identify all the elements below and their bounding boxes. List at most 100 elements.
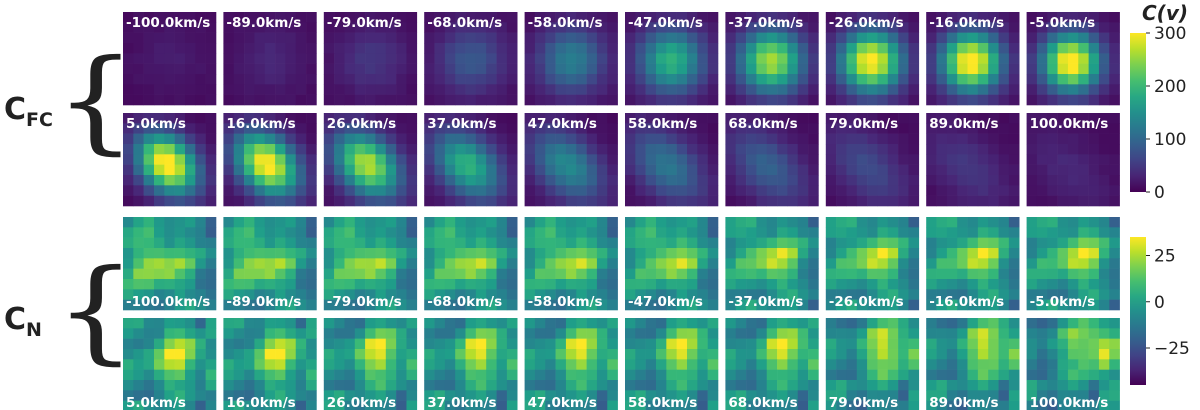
- heatmap-cell: [856, 175, 868, 186]
- heatmap-cell: [887, 84, 899, 95]
- heatmap-cell: [645, 279, 657, 290]
- heatmap-cell: [295, 12, 307, 23]
- heatmap-cell: [123, 349, 134, 360]
- heatmap-cell: [856, 217, 868, 228]
- heatmap-cell: [756, 144, 768, 155]
- heatmap-cell: [887, 369, 899, 381]
- heatmap-cell: [1078, 53, 1089, 64]
- heatmap-cell: [275, 359, 286, 370]
- heatmap-cell: [306, 74, 317, 85]
- heatmap-cell: [455, 318, 466, 329]
- heatmap-cell: [385, 279, 397, 290]
- heatmap-cell: [1109, 279, 1120, 290]
- heatmap-cell: [143, 328, 155, 339]
- heatmap-cell: [465, 185, 477, 196]
- heatmap-cell: [365, 164, 376, 176]
- heatmap-cell: [323, 318, 335, 329]
- heatmap-cell: [455, 144, 466, 155]
- heatmap-cell: [766, 359, 778, 370]
- heatmap-cell: [607, 400, 618, 410]
- heatmap-cell: [123, 74, 134, 85]
- heatmap-cell: [977, 328, 989, 339]
- heatmap-cell: [434, 279, 446, 290]
- heatmap-cell: [856, 279, 868, 290]
- heatmap-cell: [444, 94, 456, 106]
- heatmap-cell: [707, 63, 719, 75]
- heatmap-cell: [475, 94, 487, 106]
- heatmap-cell: [666, 349, 677, 360]
- heatmap-cell: [967, 248, 979, 259]
- heatmap-cell: [486, 268, 497, 280]
- heatmap-cell: [154, 279, 165, 290]
- heatmap-cell: [787, 22, 799, 33]
- heatmap-cell: [946, 43, 958, 54]
- heatmap-cell: [385, 369, 397, 381]
- heatmap-cell: [275, 289, 286, 300]
- heatmap-cell: [185, 338, 196, 350]
- heatmap-cell: [687, 84, 698, 95]
- heatmap-cell: [697, 74, 708, 85]
- heatmap-cell: [867, 268, 878, 280]
- heatmap-cell: [233, 338, 245, 350]
- heatmap-cell: [797, 338, 809, 350]
- heatmap-cell: [946, 133, 958, 145]
- heatmap-cell: [756, 237, 768, 249]
- heatmap-cell: [957, 268, 968, 280]
- heatmap-cell: [295, 63, 307, 75]
- heatmap-cell: [908, 380, 920, 391]
- heatmap-cell: [133, 380, 144, 391]
- heatmap-cell: [936, 74, 948, 85]
- heatmap-cell: [1026, 390, 1038, 401]
- heatmap-cell: [264, 113, 276, 124]
- heatmap-cell: [1008, 123, 1020, 134]
- heatmap-cell: [534, 74, 546, 85]
- heatmap-cell: [766, 237, 778, 249]
- heatmap-cell: [697, 258, 708, 269]
- heatmap-cell: [898, 299, 909, 311]
- heatmap-cell: [344, 289, 356, 300]
- heatmap-cell: [365, 74, 376, 85]
- heatmap-cell: [164, 32, 175, 44]
- heatmap-cell: [596, 380, 608, 391]
- heatmap-cell: [205, 258, 217, 269]
- heatmap-cell: [957, 369, 968, 381]
- heatmap-cell: [856, 123, 868, 134]
- heatmap-cell: [707, 74, 719, 85]
- heatmap-cell: [434, 43, 446, 54]
- heatmap-cell: [275, 53, 286, 64]
- heatmap-cell: [687, 400, 698, 410]
- heatmap-cell: [666, 185, 677, 196]
- heatmap-cell: [524, 74, 536, 85]
- heatmap-cell: [1067, 94, 1079, 106]
- heatmap-cell: [174, 400, 186, 410]
- heatmap-cell: [475, 53, 487, 64]
- heatmap-cell: [334, 359, 345, 370]
- heatmap-cell: [586, 268, 598, 280]
- heatmap-cell: [174, 289, 186, 300]
- heatmap-cell: [455, 338, 466, 350]
- heatmap-cell: [586, 74, 598, 85]
- heatmap-cell: [735, 74, 747, 85]
- heatmap-cell: [1047, 338, 1058, 350]
- heatmap-cell: [926, 289, 937, 300]
- heatmap-cell: [856, 164, 868, 176]
- heatmap-cell: [195, 144, 206, 155]
- heatmap-cell: [306, 279, 317, 290]
- heatmap-cell: [998, 63, 1010, 75]
- heatmap-cell: [164, 74, 175, 85]
- heatmap-cell: [756, 94, 768, 106]
- heatmap-cell: [455, 258, 466, 269]
- heatmap-cell: [1008, 369, 1020, 381]
- heatmap-cell: [534, 400, 546, 410]
- heatmap-cell: [676, 318, 688, 329]
- heatmap-cell: [375, 400, 387, 410]
- heatmap-cell: [424, 84, 435, 95]
- heatmap-cell: [334, 328, 345, 339]
- heatmap-cell: [898, 227, 909, 238]
- heatmap-cell: [825, 63, 837, 75]
- heatmap-cell: [877, 144, 889, 155]
- heatmap-cell: [908, 43, 920, 54]
- heatmap-cell: [988, 164, 999, 176]
- heatmap-cell: [607, 175, 618, 186]
- heatmap-cell: [725, 390, 737, 401]
